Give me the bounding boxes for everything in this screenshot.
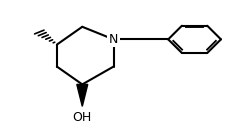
Text: N: N	[109, 33, 118, 46]
Polygon shape	[77, 84, 88, 106]
Text: OH: OH	[73, 111, 92, 124]
